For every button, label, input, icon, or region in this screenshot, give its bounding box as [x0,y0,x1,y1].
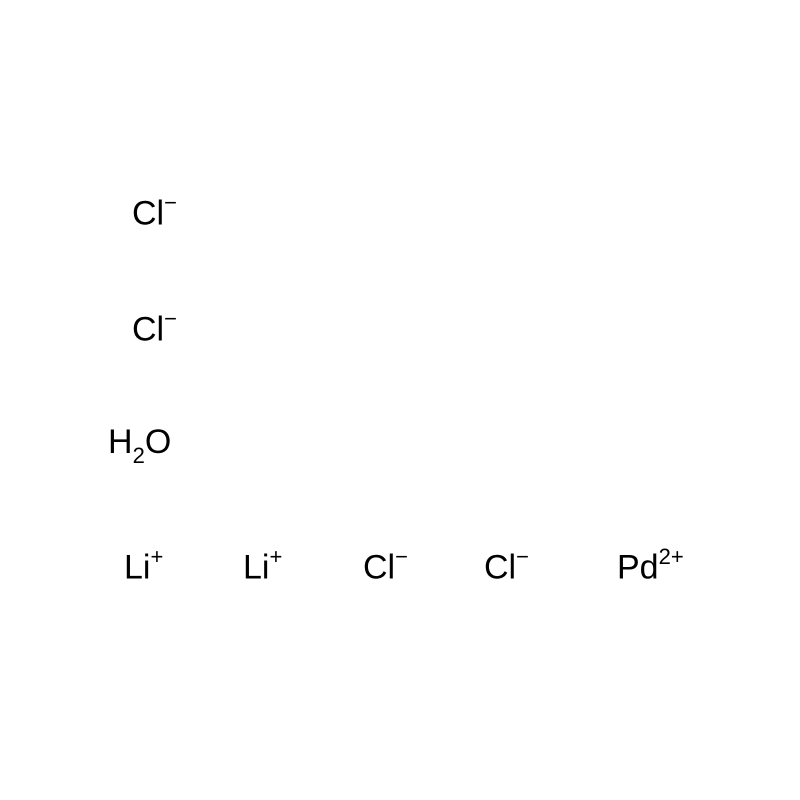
species-h2o: H2O [108,425,171,465]
base: Cl [132,194,164,232]
base: Li [124,548,150,586]
base: Pd [617,548,659,586]
charge: 2+ [659,544,684,569]
species-cl-3: Cl− [363,548,408,584]
species-li-2: Li+ [243,548,282,584]
charge: − [164,306,177,331]
species-cl-mid: Cl− [132,310,177,346]
base: Cl [484,548,516,586]
charge: − [516,544,529,569]
base-pre: H [108,423,133,461]
species-pd: Pd2+ [617,548,684,584]
subscript: 2 [133,443,145,468]
charge: + [269,544,282,569]
species-li-1: Li+ [124,548,163,584]
charge: − [395,544,408,569]
base: Cl [363,548,395,586]
species-cl-4: Cl− [484,548,529,584]
charge: − [164,190,177,215]
base: Cl [132,310,164,348]
base: Li [243,548,269,586]
species-cl-top: Cl− [132,194,177,230]
charge: + [150,544,163,569]
base-post: O [145,423,171,461]
